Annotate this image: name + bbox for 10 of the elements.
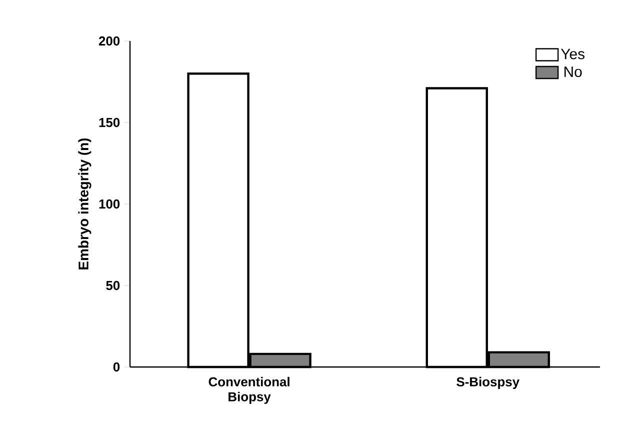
y-tick-label: 200 xyxy=(98,36,120,46)
legend-label: Yes xyxy=(560,48,584,60)
y-tick-label: 100 xyxy=(99,199,120,209)
y-tick-label: 50 xyxy=(106,280,120,290)
x-tick-label: Conventional Biopsy xyxy=(208,376,290,404)
x-tick-label: S-Biospsy xyxy=(456,376,520,389)
y-axis-title: Embryo integrity (n) xyxy=(78,138,92,270)
y-tick-label: 0 xyxy=(113,362,120,372)
y-tick-label: 150 xyxy=(99,118,120,128)
legend-label: No xyxy=(564,66,582,78)
